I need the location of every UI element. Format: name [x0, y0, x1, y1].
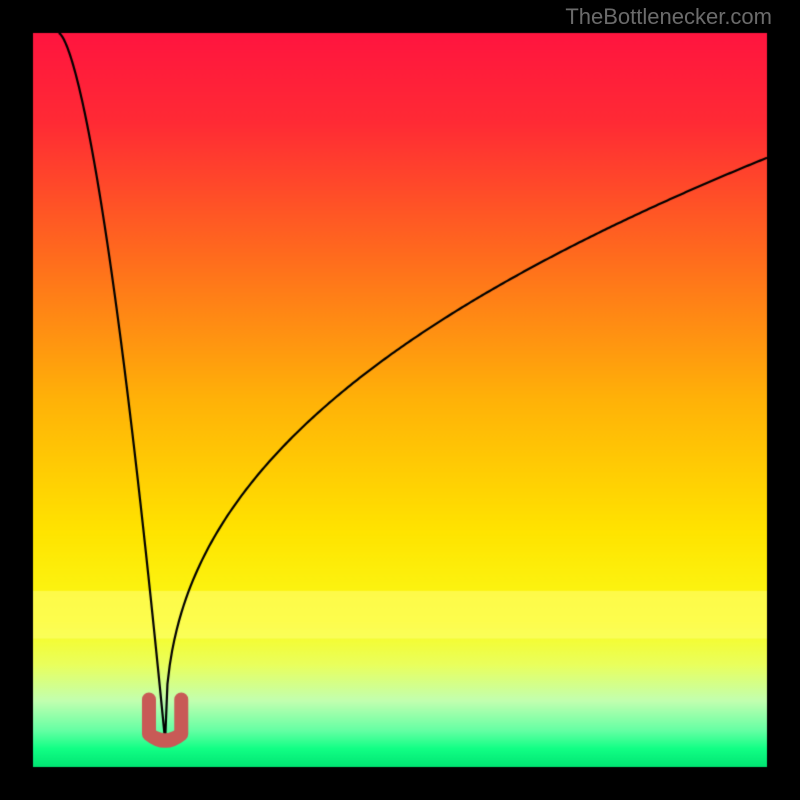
chart-stage: TheBottlenecker.com: [0, 0, 800, 800]
watermark-label: TheBottlenecker.com: [565, 4, 772, 30]
bottleneck-curve-chart: [0, 0, 800, 800]
